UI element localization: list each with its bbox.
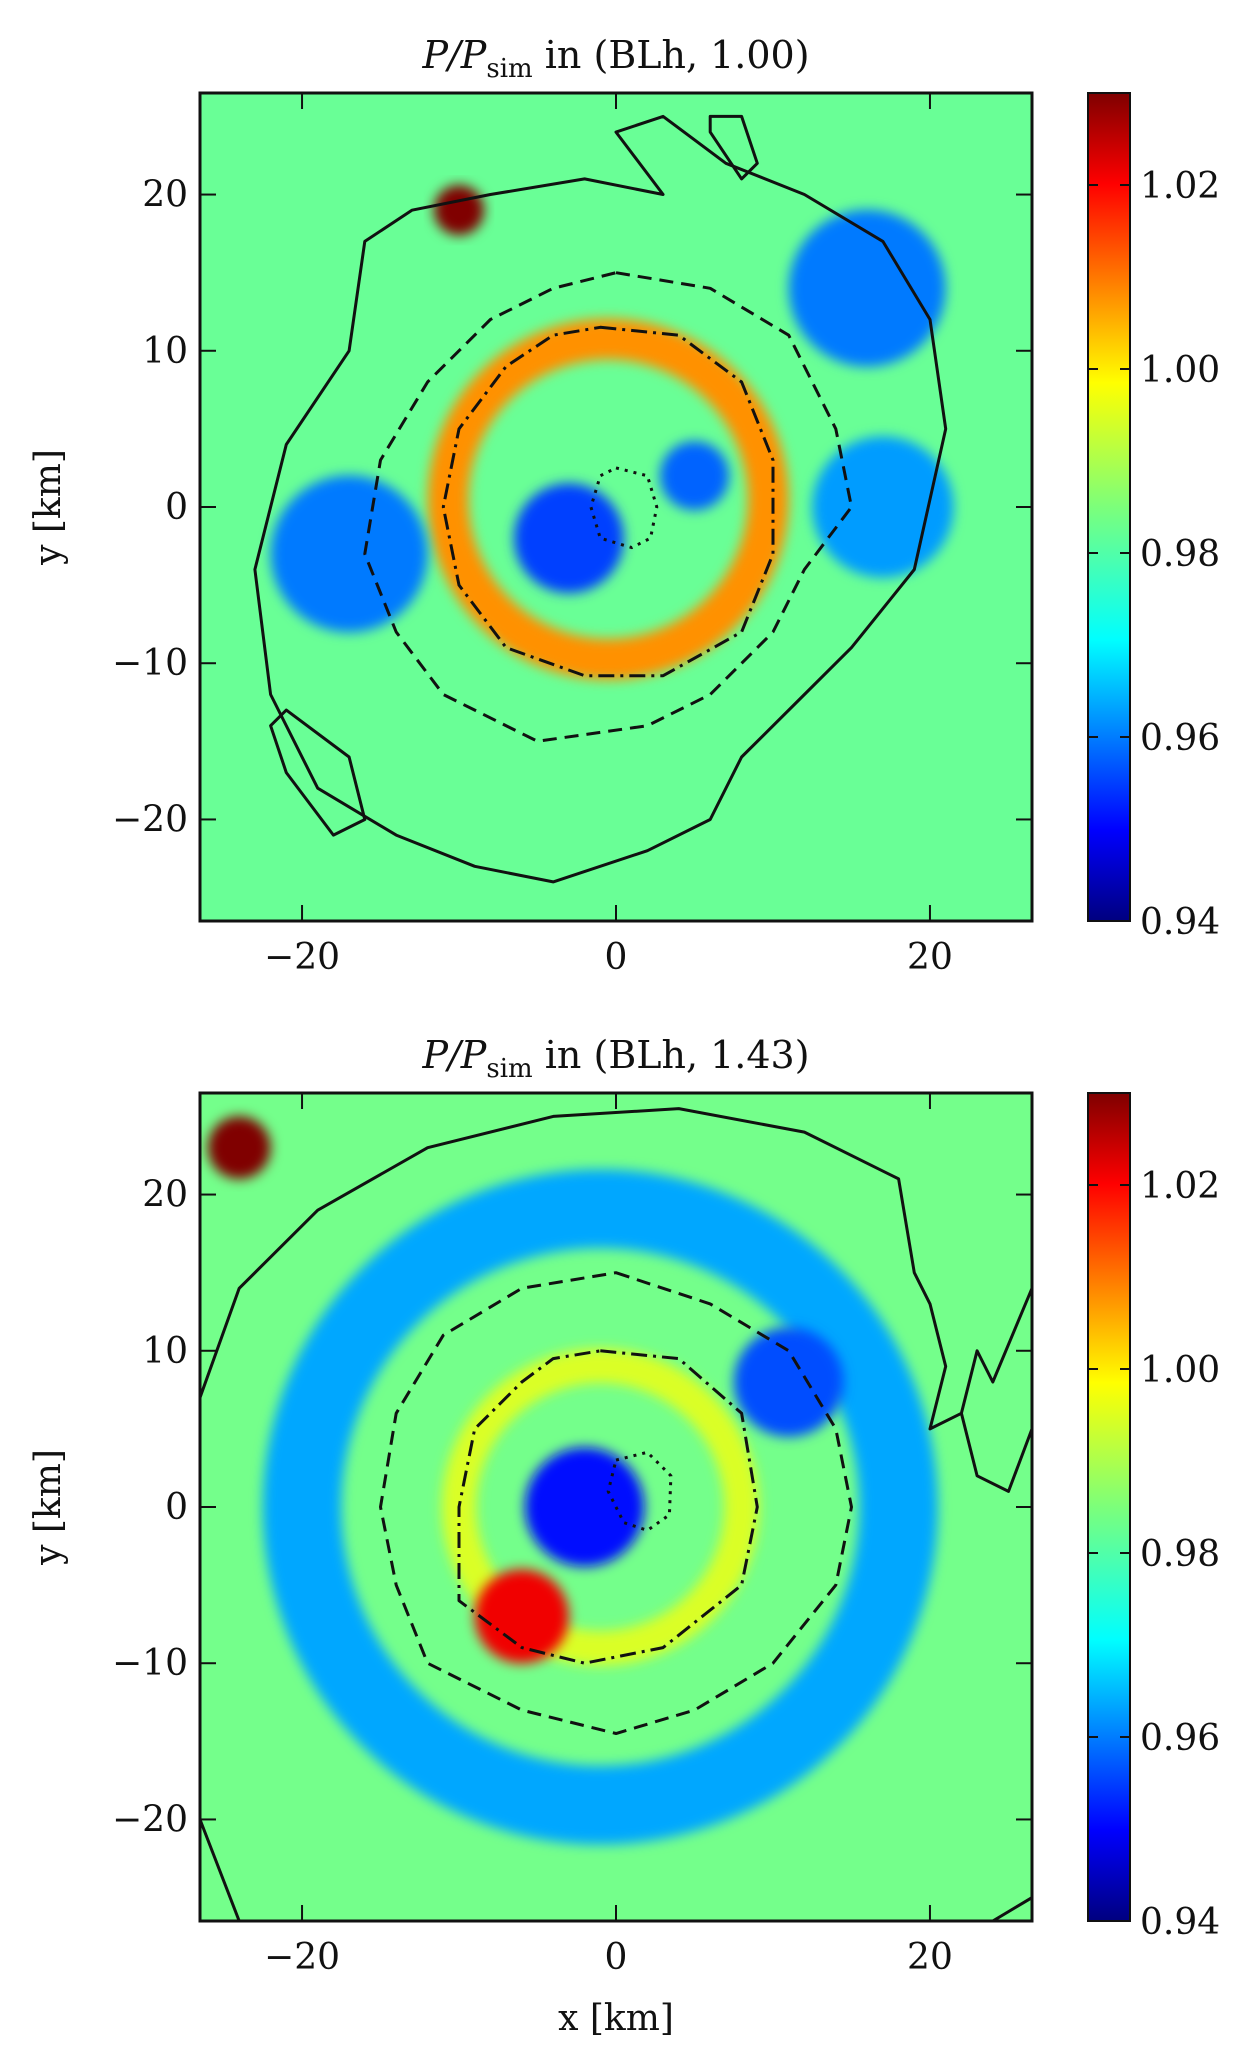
contour-dotted-0 [606, 1450, 673, 1532]
contour-solid-3 [253, 114, 948, 884]
heatmap-blob-2 [474, 1569, 569, 1664]
x-tick-label: 20 [907, 937, 953, 978]
x-tick-label: 0 [605, 937, 628, 978]
contour-solid-5 [200, 1818, 241, 1921]
heatmap-blob-4 [733, 1327, 844, 1437]
y-tick-label: 0 [165, 487, 188, 528]
colorbar-tick-label: 1.02 [1140, 166, 1220, 207]
x-tick-label: 0 [605, 1937, 628, 1978]
y-tick-label: −10 [112, 1643, 188, 1684]
panel-bottom-contours [200, 1107, 1032, 1921]
x-tick-label: −20 [264, 937, 340, 978]
contour-dashed-2 [379, 1271, 853, 1735]
panel-top-axes: −20 0 20 −20 −10 0 10 20 [112, 93, 1032, 978]
heatmap-blob-5 [207, 1116, 271, 1180]
heatmap-blob-4 [788, 209, 946, 367]
y-tick-label: 10 [142, 331, 188, 372]
contour-dashdot-1 [457, 1349, 759, 1665]
contour-solid-4 [269, 708, 367, 837]
colorbar-tick-label: 0.94 [1140, 1902, 1220, 1943]
panel-bottom: P/Psim in (BLh, 1.43) −20 0 20−20−1001020 … [28, 1033, 1220, 2039]
heatmap-blob-6 [433, 185, 485, 236]
colorbar-tick-label: 1.00 [1140, 350, 1220, 391]
panel-top-colorbar [1087, 92, 1131, 922]
panel-top-heatmap [200, 93, 1032, 921]
contour-dashed-2 [363, 271, 853, 743]
contour-solid-5 [708, 114, 759, 181]
panel-top-ylabel: y [km] [28, 449, 69, 566]
panel-top-title: P/Psim in (BLh, 1.00) [421, 33, 809, 84]
x-tick-label: −20 [264, 1937, 340, 1978]
y-tick-label: −10 [112, 643, 188, 684]
contour-dotted-0 [589, 466, 659, 550]
colorbar-tick-label: 1.02 [1140, 1166, 1220, 1207]
contour-solid-6 [992, 1896, 1032, 1921]
heatmap-blob-1 [513, 483, 624, 594]
panel-bottom-colorbar [1087, 1092, 1131, 1922]
heatmap-ring-0 [427, 318, 789, 680]
panel-top-colorbar-ticks: 0.94 0.96 0.98 1.00 1.02 [1088, 166, 1220, 943]
y-tick-label: 20 [142, 1175, 188, 1216]
panel-bottom-axes: −20 0 20 −20 −10 0 10 20 [112, 1093, 1032, 1978]
heatmap-blob-2 [659, 441, 730, 511]
y-tick-label: 20 [142, 175, 188, 216]
colorbar-tick-label: 0.96 [1140, 1718, 1220, 1759]
colorbar-tick-label: 0.96 [1140, 718, 1220, 759]
contour-solid-4 [959, 1412, 1032, 1493]
panel-bottom-colorbar-ticks: 0.94 0.96 0.98 1.00 1.02 [1088, 1166, 1220, 1943]
colorbar-tick-label: 0.98 [1140, 1534, 1220, 1575]
colorbar-tick-label: 0.98 [1140, 534, 1220, 575]
y-tick-label: −20 [112, 799, 188, 840]
colorbar-tick-label: 0.94 [1140, 902, 1220, 943]
panel-bottom-xlabel: x [km] [558, 1998, 674, 2039]
panel-bottom-heatmap [200, 1093, 1032, 1921]
heatmap-blob-5 [812, 436, 954, 578]
heatmap-ring-0 [262, 1169, 938, 1845]
colorbar-tick-label: 1.00 [1140, 1350, 1220, 1391]
y-tick-label: −20 [112, 1799, 188, 1840]
contour-solid-3 [200, 1107, 1032, 1431]
y-tick-label: 10 [142, 1331, 188, 1372]
panel-top: P/Psim in (BLh, 1.00) −20 0 20−20−1001020 … [28, 33, 1220, 978]
panel-top-contours [253, 114, 948, 884]
y-tick-label: 0 [165, 1487, 188, 1528]
heatmap-blob-3 [270, 475, 428, 633]
heatmap-blob-3 [524, 1447, 645, 1567]
panel-bottom-ylabel: y [km] [28, 1449, 69, 1566]
panel-bottom-title: P/Psim in (BLh, 1.43) [421, 1033, 809, 1084]
x-tick-label: 20 [907, 1937, 953, 1978]
